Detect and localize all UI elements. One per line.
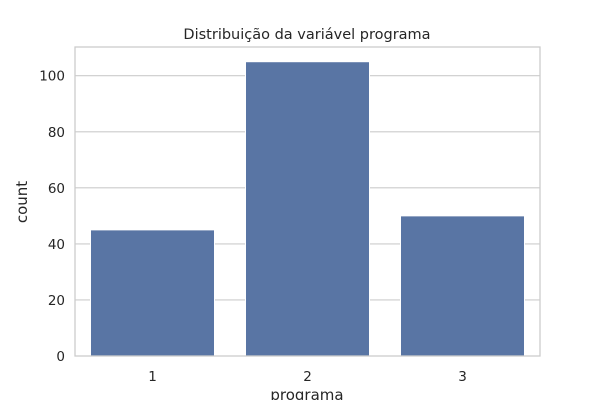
axes-frame bbox=[74, 46, 541, 357]
bars bbox=[90, 61, 525, 357]
y-axis-label: count bbox=[13, 181, 31, 223]
x-tick-label: 1 bbox=[148, 369, 157, 385]
y-tick-label: 100 bbox=[39, 69, 65, 85]
y-tick-label: 60 bbox=[48, 181, 65, 197]
x-tick-labels: 1 2 3 bbox=[148, 369, 467, 385]
y-tick-label: 80 bbox=[48, 125, 65, 141]
chart-title: Distribuição da variável programa bbox=[183, 27, 430, 43]
y-tick-labels: 0 20 40 60 80 100 bbox=[39, 69, 65, 365]
y-tick-label: 20 bbox=[48, 293, 65, 309]
x-tick-label: 3 bbox=[458, 369, 467, 385]
x-tick-label: 2 bbox=[303, 369, 312, 385]
bar-2 bbox=[245, 61, 370, 357]
x-axis-label: programa bbox=[270, 386, 343, 400]
y-tick-label: 40 bbox=[48, 237, 65, 253]
bar-1 bbox=[90, 229, 215, 357]
plot-frame bbox=[74, 46, 541, 357]
y-tick-label: 0 bbox=[56, 349, 65, 365]
bar-3 bbox=[400, 215, 525, 357]
